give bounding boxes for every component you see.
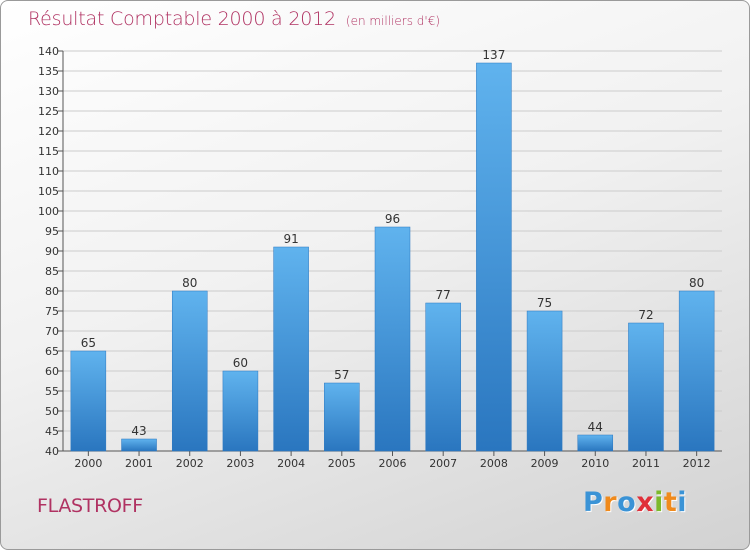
data-label: 57 (334, 368, 349, 382)
logo-letter: r (603, 487, 618, 518)
y-tick-label: 120 (38, 125, 59, 138)
data-label: 80 (689, 276, 704, 290)
x-tick-label: 2002 (176, 457, 204, 470)
y-tick-label: 105 (38, 185, 59, 198)
bar (526, 310, 563, 452)
bar (374, 226, 411, 452)
labels: 40 45 50 55 60 65 70 75 80 85 90 95 100 105 110 115 120 1… (38, 45, 711, 470)
bar (222, 370, 259, 452)
bar (273, 246, 309, 452)
y-tick-label: 75 (45, 305, 59, 318)
y-tick-label: 135 (38, 65, 59, 78)
y-tick-label: 80 (45, 285, 59, 298)
data-label: 96 (385, 212, 400, 226)
data-label: 44 (588, 420, 603, 434)
x-tick-label: 2008 (480, 457, 508, 470)
proxiti-logo: Proxiti (583, 487, 687, 518)
y-tick-label: 55 (45, 385, 59, 398)
bar (577, 434, 614, 452)
y-tick-label: 100 (38, 205, 59, 218)
x-tick-label: 2005 (328, 457, 356, 470)
logo-letter: P (583, 487, 604, 518)
x-tick-label: 2012 (683, 457, 711, 470)
y-tick-label: 65 (45, 345, 59, 358)
y-tick-label: 125 (38, 105, 59, 118)
data-label: 60 (233, 356, 248, 370)
bars (70, 62, 715, 452)
data-label: 43 (131, 424, 146, 438)
data-label: 80 (182, 276, 197, 290)
data-label: 72 (638, 308, 653, 322)
data-label: 65 (81, 336, 96, 350)
bar (628, 322, 664, 452)
bar (678, 290, 715, 452)
y-tick-label: 140 (38, 45, 59, 58)
y-tick-label: 40 (45, 445, 59, 458)
x-tick-label: 2006 (379, 457, 407, 470)
x-tick-label: 2000 (74, 457, 102, 470)
commune-name: FLASTROFF (37, 495, 143, 517)
bar (425, 302, 461, 452)
bar (476, 62, 512, 452)
y-tick-label: 60 (45, 365, 59, 378)
logo-letter: x (636, 487, 655, 518)
chart-unit: (en milliers d'€) (345, 14, 441, 28)
y-tick-label: 115 (38, 145, 59, 158)
chart-title: Résultat Comptable 2000 à 2012 (en millie… (28, 8, 440, 30)
logo-letter: i (654, 487, 664, 518)
y-tick-label: 90 (45, 245, 59, 258)
data-label: 75 (537, 296, 552, 310)
bar (70, 350, 107, 452)
data-label: 91 (283, 232, 298, 246)
logo-letter: i (677, 487, 688, 518)
y-tick-label: 130 (38, 85, 59, 98)
x-tick-label: 2010 (581, 457, 609, 470)
data-label: 137 (482, 48, 505, 62)
x-tick-label: 2001 (125, 457, 153, 470)
y-tick-label: 95 (45, 225, 59, 238)
y-tick-label: 70 (45, 325, 59, 338)
y-tick-label: 45 (45, 425, 59, 438)
y-tick-label: 50 (45, 405, 59, 418)
x-tick-label: 2003 (226, 457, 254, 470)
chart-title-text: Résultat Comptable 2000 à 2012 (28, 8, 336, 30)
x-tick-label: 2011 (632, 457, 660, 470)
logo-letter: t (663, 487, 678, 518)
x-tick-label: 2004 (277, 457, 305, 470)
logo-letter: o (617, 487, 637, 518)
y-tick-label: 85 (45, 265, 59, 278)
bar (171, 290, 208, 452)
bar (324, 382, 360, 452)
x-tick-label: 2009 (531, 457, 559, 470)
x-tick-label: 2007 (429, 457, 457, 470)
data-label: 77 (436, 288, 451, 302)
bar (121, 438, 157, 452)
y-tick-label: 110 (38, 165, 59, 178)
